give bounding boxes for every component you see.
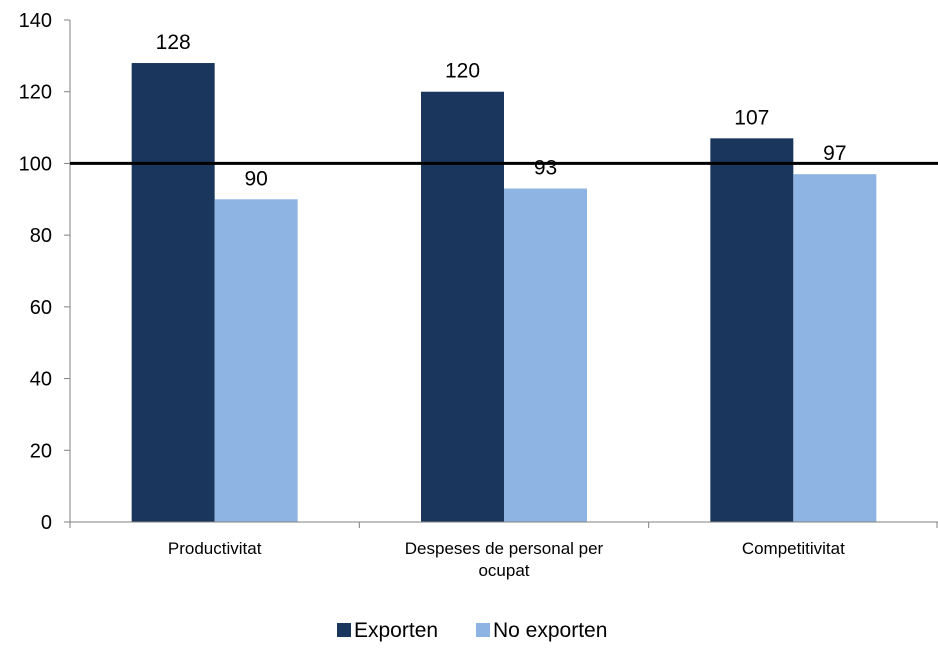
legend-label: Exporten [354,619,438,642]
y-tick-label: 120 [19,82,52,104]
bar-no-exporten-3 [793,174,877,522]
y-tick-label: 40 [30,369,52,391]
y-tick-label: 80 [30,225,52,247]
data-label: 107 [734,106,769,129]
y-tick-label: 100 [19,153,52,175]
bar-exporten-1 [131,63,215,523]
x-category-label: Despeses de personal per ocupat [405,539,604,580]
y-tick-label: 60 [30,297,52,319]
data-label: 128 [156,31,191,54]
bar-exporten-3 [710,138,794,523]
bar-exporten-2 [421,91,504,522]
data-label: 90 [244,167,267,190]
legend-swatch-no-exporten [476,623,490,637]
data-label: 93 [534,157,557,180]
x-category-label: Productivitat [168,539,262,558]
legend-label: No exporten [493,619,607,642]
y-tick-label: 0 [41,512,52,534]
y-tick-label: 140 [19,10,52,32]
bar-no-exporten-1 [214,199,298,523]
bar-no-exporten-2 [504,188,587,522]
data-label: 120 [445,60,480,83]
y-tick-label: 20 [30,440,52,462]
x-category-label: Competitivitat [742,539,845,558]
data-label: 97 [823,142,846,165]
legend-swatch-exporten [337,623,351,637]
